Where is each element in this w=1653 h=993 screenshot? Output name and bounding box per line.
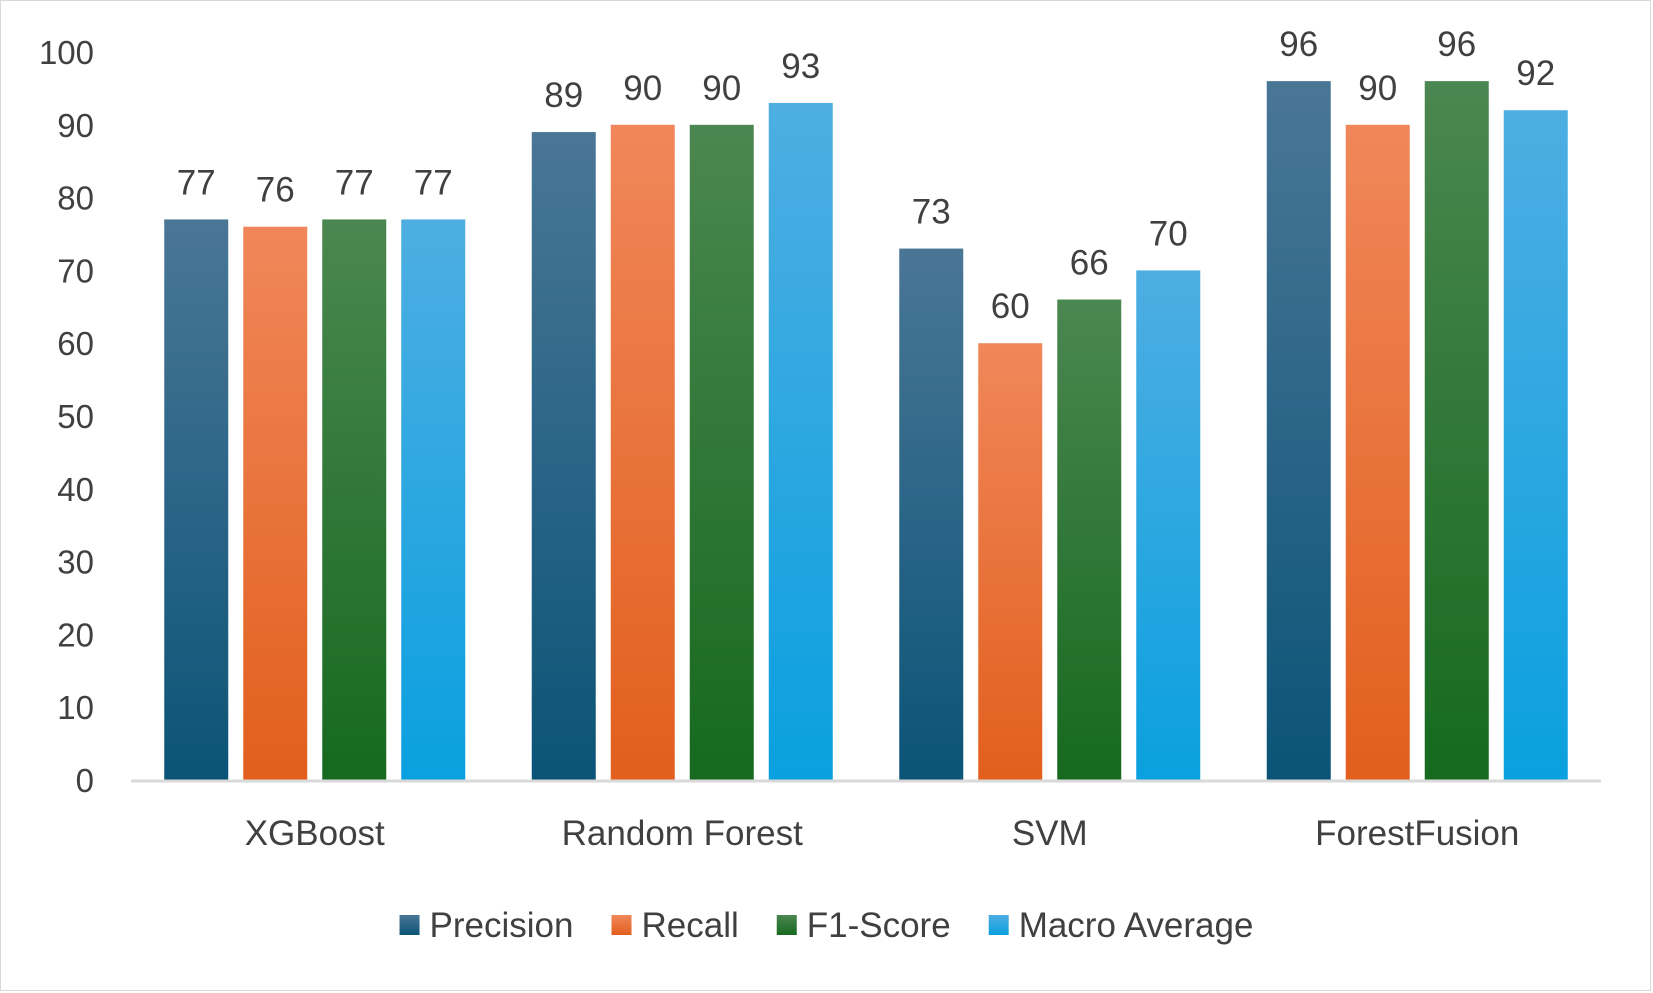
bar-f1-score-forestfusion	[1424, 81, 1489, 781]
data-label: 77	[414, 163, 453, 202]
legend-swatch	[988, 915, 1009, 935]
legend-label: Macro Average	[1019, 906, 1254, 945]
bar-macro-average-xgboost	[401, 219, 466, 780]
data-label: 60	[991, 287, 1030, 326]
y-tick-label: 50	[57, 398, 94, 435]
data-label: 90	[702, 69, 741, 108]
bars-group	[164, 81, 1568, 781]
x-category-label: Random Forest	[562, 814, 803, 853]
y-tick-label: 30	[57, 544, 94, 581]
y-tick-label: 100	[39, 34, 94, 71]
data-label: 96	[1437, 25, 1476, 64]
y-tick-label: 80	[57, 180, 94, 217]
x-category-label: SVM	[1012, 814, 1088, 853]
data-label: 89	[544, 76, 583, 115]
y-tick-label: 40	[57, 471, 94, 508]
data-labels-group: 77 76 77 77 89 90 90 93 73 60 66 70 96 90 96 92	[177, 25, 1555, 326]
y-tick-label: 0	[76, 762, 94, 799]
bar-macro-average-random-forest	[768, 102, 833, 780]
bar-recall-svm	[978, 343, 1043, 780]
legend-label: Recall	[641, 906, 738, 945]
data-label: 77	[177, 163, 216, 202]
bar-recall-forestfusion	[1345, 124, 1410, 781]
data-label: 90	[1358, 69, 1397, 108]
data-label: 70	[1149, 214, 1188, 253]
y-tick-label: 10	[57, 689, 94, 726]
legend-swatch	[776, 915, 797, 935]
data-label: 66	[1070, 244, 1109, 283]
data-label: 76	[256, 171, 295, 210]
bar-macro-average-forestfusion	[1503, 110, 1568, 781]
legend-swatch	[611, 915, 632, 935]
data-label: 77	[335, 163, 374, 202]
bar-precision-forestfusion	[1266, 81, 1331, 781]
x-category-label: XGBoost	[245, 814, 385, 853]
y-axis-tick-labels: 0 10 20 30 40 50 60 70 80 90 100	[39, 34, 94, 799]
legend-label: Precision	[430, 906, 574, 945]
y-tick-label: 70	[57, 252, 94, 289]
data-label: 96	[1279, 25, 1318, 64]
bar-f1-score-random-forest	[689, 124, 754, 781]
bar-f1-score-xgboost	[322, 219, 387, 780]
bar-recall-random-forest	[610, 124, 675, 781]
y-tick-label: 90	[57, 107, 94, 144]
bar-precision-svm	[899, 248, 964, 780]
x-category-label: ForestFusion	[1315, 814, 1519, 853]
legend-swatch	[399, 915, 420, 935]
x-axis-category-labels: XGBoost Random Forest SVM ForestFusion	[245, 814, 1520, 853]
legend: Precision Recall F1-Score Macro Average	[399, 906, 1254, 945]
bar-macro-average-svm	[1136, 270, 1201, 780]
data-label: 93	[781, 47, 820, 86]
bar-precision-xgboost	[164, 219, 229, 780]
y-tick-label: 60	[57, 325, 94, 362]
bar-recall-xgboost	[243, 226, 308, 781]
data-label: 73	[912, 193, 951, 232]
legend-label: F1-Score	[807, 906, 951, 945]
y-tick-label: 20	[57, 616, 94, 653]
bar-f1-score-svm	[1057, 299, 1122, 780]
bar-precision-random-forest	[531, 132, 596, 780]
data-label: 90	[623, 69, 662, 108]
data-label: 92	[1516, 54, 1555, 93]
